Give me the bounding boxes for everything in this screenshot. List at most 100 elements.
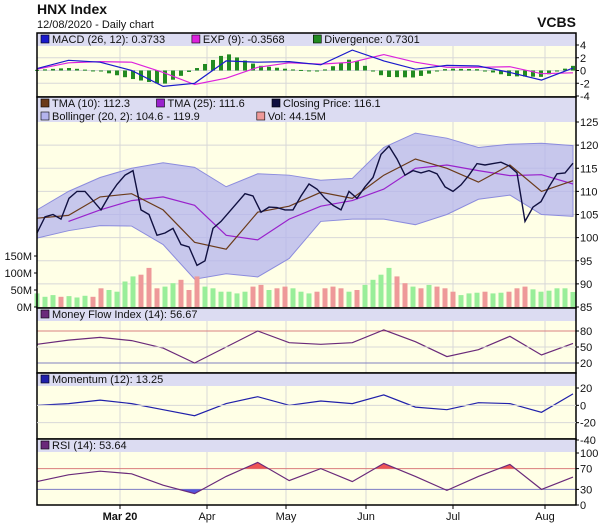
volume-bar (282, 286, 288, 307)
momentum-line (36, 393, 574, 417)
divergence-bar (451, 68, 455, 71)
volume-bar (458, 295, 464, 307)
volume-bar (82, 295, 88, 307)
y-tick-label: -20 (580, 418, 596, 430)
volume-bar (186, 290, 192, 307)
x-tick-label: Mar 20 (103, 511, 138, 523)
volume-bar (314, 291, 320, 307)
price-legend-label: TMA (25): 111.6 (168, 98, 245, 110)
volume-bar (170, 283, 176, 307)
divergence-bar (259, 65, 263, 71)
volume-bar (154, 288, 160, 307)
rsi-overbought-fill (243, 462, 516, 469)
divergence-bar (211, 59, 215, 71)
divergence-bar (563, 68, 567, 71)
y-tick-label: 80 (580, 326, 592, 338)
rsi-panel-frame (36, 438, 577, 506)
closing-price-line (36, 144, 574, 267)
volume-bar (202, 286, 208, 307)
divergence-bar (163, 70, 167, 84)
divergence-bar (283, 68, 287, 71)
volume-bar (514, 288, 520, 307)
y-tick-label: 4 (580, 40, 586, 52)
divergence-bar (235, 57, 239, 71)
y-tick-label: 0 (580, 66, 586, 78)
volume-bar (354, 290, 360, 307)
divergence-bar (123, 70, 127, 78)
volume-bar (266, 290, 272, 307)
divergence-bar (67, 67, 71, 71)
volume-bar (370, 279, 376, 307)
tma25-line (68, 164, 574, 241)
divergence-bar (323, 69, 327, 71)
divergence-bar (227, 54, 231, 71)
volume-bar (466, 293, 472, 307)
rsi-line (36, 461, 574, 495)
divergence-bar (371, 70, 375, 72)
divergence-bar (419, 70, 423, 76)
divergence-bar (507, 70, 511, 77)
divergence-bar (523, 70, 527, 77)
price-legend-label: Closing Price: 116.1 (283, 98, 381, 110)
y-tick-label: 20 (580, 383, 592, 395)
divergence-bar (547, 70, 551, 75)
divergence-bar (531, 70, 535, 77)
y-tick-label: 90 (580, 279, 592, 291)
rsi-legend-band (37, 439, 576, 452)
macd-legend-label: Divergence: 0.7301 (324, 34, 419, 46)
divergence-bar (483, 70, 487, 72)
price-legend-swatch (156, 98, 165, 108)
volume-bar (530, 289, 536, 307)
volume-bar (50, 295, 56, 307)
y-tick-label: 20 (580, 358, 592, 370)
price-legend-swatch (271, 98, 281, 108)
divergence-bar (243, 60, 247, 71)
divergence-bar (411, 70, 415, 78)
macd-line (36, 49, 574, 88)
volume-bar (74, 297, 80, 307)
divergence-bar (219, 55, 223, 71)
volume-bar (242, 291, 248, 307)
volume-bar (226, 291, 232, 307)
price-legend-swatch (40, 98, 50, 108)
brand-label: VCBS (537, 14, 576, 30)
x-tick-label: Jun (357, 511, 375, 523)
volume-tick-label: 50M (11, 285, 32, 297)
volume-tick-label: 100M (4, 268, 32, 280)
mfi-legend-label: Money Flow Index (14): 56.67 (52, 309, 198, 321)
volume-tick-label: 150M (4, 251, 32, 263)
volume-bar (106, 290, 112, 307)
divergence-bar (107, 70, 111, 74)
volume-bar (42, 296, 48, 307)
divergence-bar (379, 70, 383, 76)
volume-bar (474, 292, 480, 307)
divergence-bar (267, 66, 271, 71)
volume-bar (58, 296, 64, 307)
macd-legend-label: MACD (26, 12): 0.3733 (52, 34, 165, 46)
mfi-legend-band (37, 308, 576, 321)
macd-legend-swatch (40, 34, 50, 44)
divergence-bar (115, 70, 119, 76)
y-tick-label: 85 (580, 302, 592, 314)
volume-bar (162, 286, 168, 307)
volume-bar (194, 276, 200, 307)
divergence-bar (43, 69, 47, 71)
divergence-bar (403, 70, 407, 78)
divergence-bar (355, 61, 359, 71)
rsi-legend-label: RSI (14): 53.64 (52, 440, 127, 452)
macd-legend-band (37, 33, 576, 46)
divergence-bar (475, 69, 479, 71)
rsi-legend-swatch (40, 440, 50, 450)
volume-bar (130, 276, 136, 307)
volume-bar (98, 288, 104, 307)
volume-bar (210, 288, 216, 307)
price-legend-swatch (40, 111, 50, 121)
y-tick-label: 2 (580, 53, 586, 65)
divergence-bar (75, 68, 79, 71)
y-tick-label: -2 (580, 78, 590, 90)
volume-bar (66, 296, 72, 307)
y-tick-label: 0 (580, 500, 586, 512)
price-legend-swatch (256, 111, 266, 121)
divergence-bar (147, 70, 151, 82)
